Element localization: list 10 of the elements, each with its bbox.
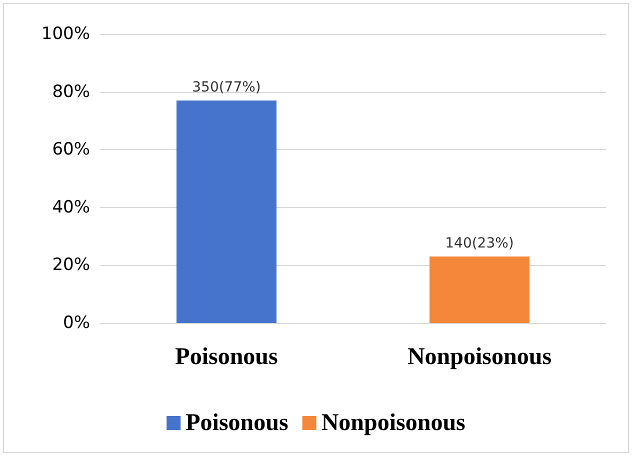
data-label: 140(23%) — [445, 236, 514, 252]
y-tick-label: 20% — [52, 255, 90, 276]
y-tick-label: 60% — [52, 140, 90, 160]
legend-label: Poisonous — [186, 410, 288, 436]
y-tick-label: 80% — [52, 82, 90, 102]
y-tick-label: 40% — [52, 197, 90, 218]
y-tick-label: 100% — [41, 24, 90, 44]
y-tick-label: 0% — [63, 313, 90, 333]
legend-label: Nonpoisonous — [321, 410, 466, 436]
data-label: 350(77%) — [192, 79, 261, 96]
